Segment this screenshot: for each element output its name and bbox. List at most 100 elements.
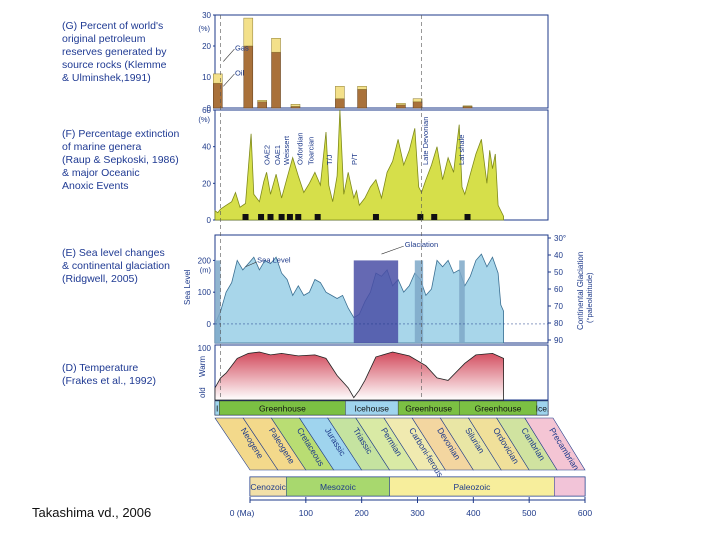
oil-bar — [243, 45, 254, 109]
panel-g-ylabel: (%) — [198, 24, 210, 33]
gas-bar — [290, 104, 301, 107]
anoxic-event-marker — [278, 214, 285, 220]
legend-gas-label: Gas — [235, 44, 249, 53]
panel-e-unit: (m) — [200, 265, 212, 274]
time-axis-tick-label: 300 — [410, 508, 424, 518]
glaciation-pointer — [381, 245, 404, 255]
anoxic-event-marker — [314, 214, 321, 220]
extinction-annotation: P/T — [350, 153, 359, 165]
era-label: Mesozoic — [320, 482, 357, 492]
panel-e-right-tick: 70 — [554, 302, 563, 311]
time-axis-tick-label: 500 — [522, 508, 536, 518]
panel-f-ytick: 0 — [207, 216, 212, 225]
panel-e-right-tick: 80 — [554, 319, 563, 328]
oil-bar — [412, 101, 423, 109]
extinction-annotation: Late Devonian — [421, 117, 430, 165]
gas-bar — [357, 86, 367, 90]
era-label: Paleozoic — [454, 482, 492, 492]
time-axis-tick-label: 0 (Ma) — [230, 508, 255, 518]
climate-segment-label: Greenhouse — [475, 404, 522, 414]
gas-bar — [335, 86, 345, 99]
warm-label: Warm — [198, 356, 207, 377]
panel-d-ytick: 100 — [198, 344, 212, 353]
panel-f-ylabel: (%) — [198, 115, 210, 124]
panel-e-right-axis-sub: (°paleolatitude) — [585, 272, 594, 323]
panel-e-right-tick: 60 — [554, 285, 563, 294]
glaciation-label: Glaciation — [405, 240, 438, 249]
panel-f-ytick: 20 — [202, 179, 211, 188]
glaciation-band — [459, 260, 465, 343]
oil-bar — [396, 104, 406, 109]
gas-bar — [213, 73, 223, 84]
climate-segment-label: Ice. — [536, 404, 550, 414]
extinction-annotation: OAE1 — [273, 145, 282, 165]
anoxic-event-marker — [464, 214, 471, 220]
panel-d-label: (D) Temperature (Frakes et al., 1992) — [62, 362, 156, 387]
cold-label: old — [198, 387, 207, 398]
era-label: Cenozoic — [250, 482, 286, 492]
glaciation-band — [414, 260, 424, 343]
panel-e-right-tick: 50 — [554, 268, 563, 277]
glaciation-band — [353, 260, 399, 343]
panel-g-frame — [214, 14, 549, 109]
climate-segment-label: Icehouse — [355, 404, 390, 414]
panel-g-ytick: 0 — [207, 104, 212, 113]
anoxic-event-marker — [431, 214, 438, 220]
climate-segment-label: Greenhouse — [405, 404, 452, 414]
panel-e-ytick: 0 — [207, 320, 212, 329]
oil-bar — [335, 98, 345, 109]
panel-g-ytick: 30 — [202, 11, 211, 20]
credit-text: Takashima vd., 2006 — [32, 505, 152, 520]
legend-oil-pointer — [223, 73, 235, 87]
oil-bar — [357, 89, 367, 109]
gas-bar — [271, 38, 281, 53]
panel-e-ytick: 200 — [198, 256, 212, 265]
extinction-annotation: Oxfordian — [295, 132, 304, 165]
gas-bar — [396, 103, 406, 106]
gas-bar — [412, 98, 423, 103]
period-wedge — [524, 417, 586, 471]
panel-e-ytick: 100 — [198, 288, 212, 297]
gas-bar — [257, 100, 267, 103]
anoxic-event-marker — [295, 214, 302, 220]
anoxic-event-marker — [242, 214, 249, 220]
panel-g-ytick: 20 — [202, 42, 211, 51]
temperature-area — [214, 351, 504, 401]
time-axis-tick-label: 600 — [578, 508, 592, 518]
panel-e-label: (E) Sea level changes & continental glac… — [62, 247, 170, 285]
panel-g-ytick: 10 — [202, 73, 211, 82]
time-axis-tick-label: 400 — [466, 508, 480, 518]
panel-e-right-axis: Continental Glaciation — [576, 252, 585, 330]
panel-g-label: (G) Percent of world's original petroleu… — [62, 20, 167, 84]
glaciation-band — [215, 260, 221, 343]
sea-level-label: Sea Level — [257, 256, 291, 265]
climate-segment-label: I — [216, 404, 218, 414]
legend-oil-label: Oil — [235, 68, 245, 77]
anoxic-event-marker — [417, 214, 424, 220]
gas-bar — [462, 105, 473, 107]
extinction-annotation: OAE2 — [263, 145, 272, 165]
era-segment — [554, 476, 586, 497]
gas-bar — [243, 17, 254, 47]
extinction-annotation: T/J — [325, 154, 334, 165]
sea-level-pointer — [245, 261, 257, 268]
oil-bar — [213, 82, 223, 109]
legend-gas-pointer — [223, 48, 235, 62]
oil-bar — [271, 51, 281, 109]
panel-f-label: (F) Percentage extinction of marine gene… — [62, 128, 180, 192]
anoxic-event-marker — [286, 214, 293, 220]
panel-f-ytick: 60 — [202, 106, 211, 115]
extinction-annotation: Toarcian — [306, 137, 315, 165]
extinction-annotation: Lat shale — [457, 135, 466, 165]
anoxic-event-marker — [258, 214, 265, 220]
anoxic-event-marker — [267, 214, 274, 220]
time-axis-tick-label: 100 — [299, 508, 313, 518]
panel-f-ytick: 40 — [202, 143, 211, 152]
panel-e-left-axis: Sea Level — [183, 269, 192, 305]
oil-bar — [257, 101, 267, 109]
panel-e-right-tick: 90 — [554, 336, 563, 345]
extinction-area — [214, 109, 504, 221]
climate-segment — [536, 400, 549, 416]
panel-e-right-tick: 30° — [554, 234, 566, 243]
